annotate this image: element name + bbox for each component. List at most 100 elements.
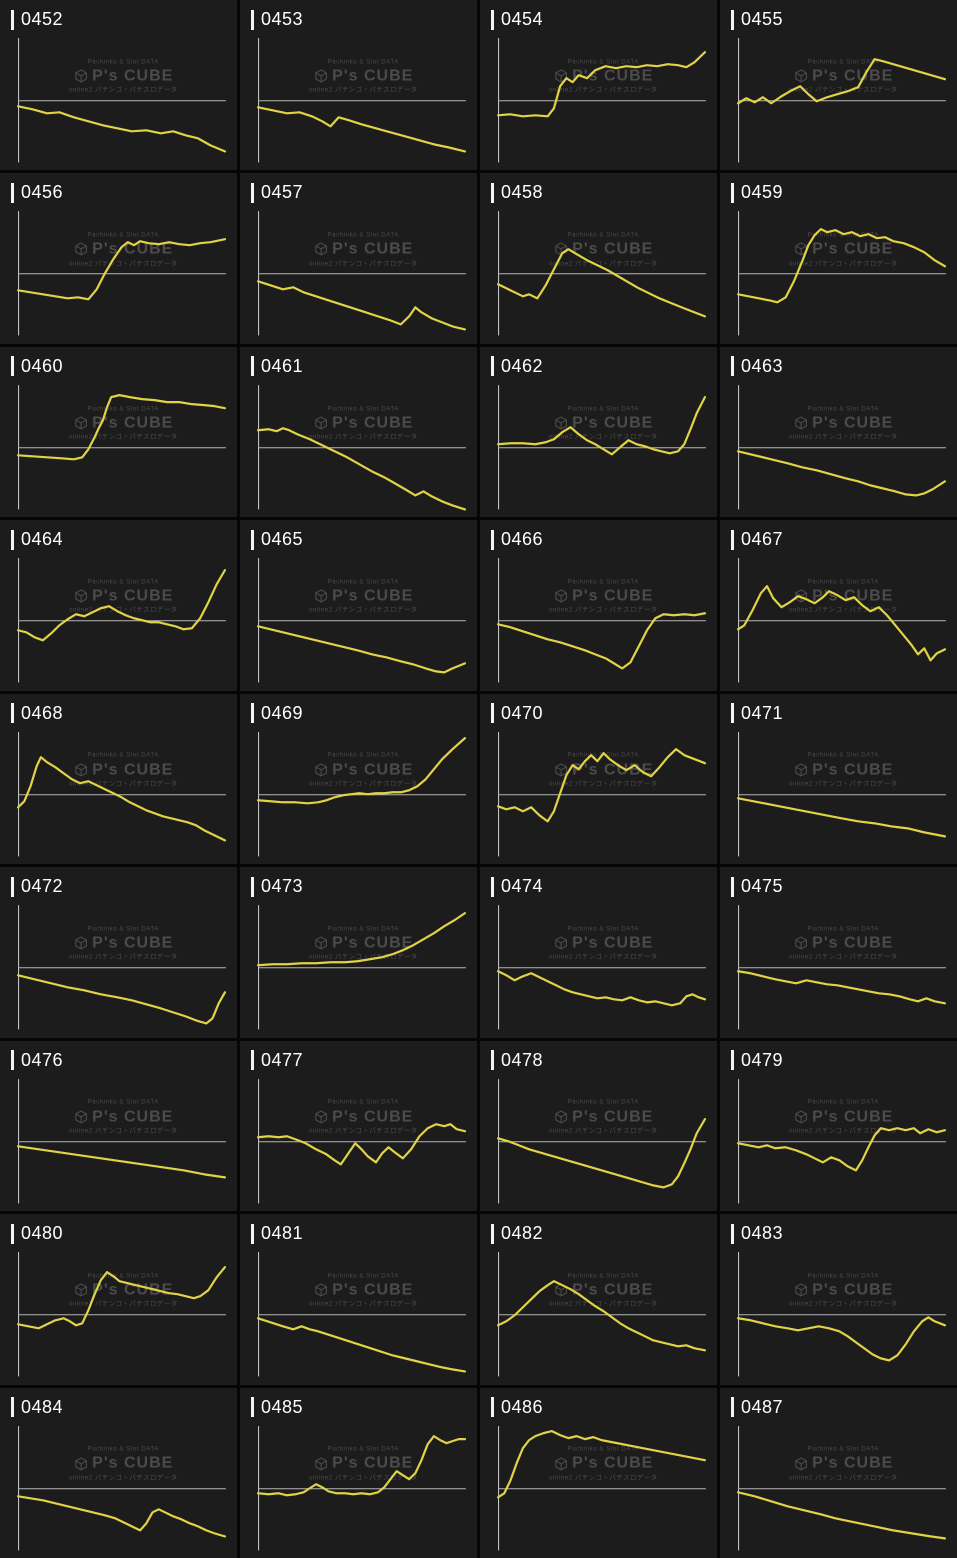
- machine-number-label: 0453: [251, 9, 303, 30]
- watermark-bottom-caption: online2 パチンコ・パチスロデータ: [68, 1127, 178, 1135]
- machine-graph-cell[interactable]: 0453 Pachinko & Slot DATA P's CUBE onlin…: [240, 0, 477, 171]
- label-tick-bar: [251, 1050, 254, 1071]
- machine-number: 0483: [741, 1223, 784, 1244]
- machine-number: 0486: [501, 1396, 544, 1417]
- machine-graph-cell[interactable]: 0464 Pachinko & Slot DATA P's CUBE onlin…: [0, 520, 237, 691]
- ps-cube-logo-icon: [554, 1109, 567, 1124]
- watermark-bottom-caption: online2 パチンコ・パチスロデータ: [68, 1300, 178, 1308]
- machine-graph-cell[interactable]: 0485 Pachinko & Slot DATA P's CUBE onlin…: [240, 1387, 477, 1558]
- machine-graph-cell[interactable]: 0468 Pachinko & Slot DATA P's CUBE onlin…: [0, 693, 237, 865]
- watermark: Pachinko & Slot DATA P's CUBE online2 パチ…: [789, 233, 898, 268]
- watermark-logo-text: P's CUBE: [572, 414, 654, 432]
- ps-cube-logo-icon: [554, 416, 567, 430]
- ps-cube-logo-icon: [794, 763, 807, 777]
- machine-graph-cell[interactable]: 0482 Pachinko & Slot DATA P's CUBE onlin…: [480, 1214, 717, 1385]
- machine-graph-cell[interactable]: 0481 Pachinko & Slot DATA P's CUBE onlin…: [240, 1214, 477, 1385]
- machine-number: 0465: [261, 529, 304, 550]
- machine-graph-cell[interactable]: 0480 Pachinko & Slot DATA P's CUBE onlin…: [0, 1214, 237, 1385]
- sparkline-chart: [16, 1425, 227, 1550]
- trend-line: [256, 1122, 467, 1166]
- ps-cube-logo-icon: [314, 416, 327, 430]
- sparkline-chart: [496, 1252, 707, 1377]
- label-tick-bar: [731, 9, 734, 30]
- trend-line: [496, 747, 707, 823]
- machine-graph-cell[interactable]: 0472 Pachinko & Slot DATA P's CUBE onlin…: [0, 867, 237, 1038]
- ps-cube-logo-icon: [314, 763, 327, 777]
- sparkline-chart: [736, 558, 947, 683]
- machine-graph-cell[interactable]: 0459 Pachinko & Slot DATA P's CUBE onlin…: [720, 173, 957, 344]
- machine-graph-cell[interactable]: 0486 Pachinko & Slot DATA P's CUBE onlin…: [480, 1387, 717, 1558]
- label-tick-bar: [11, 356, 14, 377]
- label-tick-bar: [731, 182, 734, 203]
- watermark-logo-text: P's CUBE: [812, 67, 894, 85]
- machine-graph-cell[interactable]: 0471 Pachinko & Slot DATA P's CUBE onlin…: [720, 693, 957, 865]
- label-tick-bar: [491, 1050, 494, 1071]
- machine-graph-cell[interactable]: 0454 Pachinko & Slot DATA P's CUBE onlin…: [480, 0, 717, 171]
- watermark-top-caption: Pachinko & Slot DATA: [567, 926, 639, 933]
- machine-graph-cell[interactable]: 0465 Pachinko & Slot DATA P's CUBE onlin…: [240, 520, 477, 691]
- watermark-bottom-caption: online2 パチンコ・パチスロデータ: [548, 1474, 658, 1482]
- machine-graph-cell[interactable]: 0475 Pachinko & Slot DATA P's CUBE onlin…: [720, 867, 957, 1038]
- machine-graph-cell[interactable]: 0469 Pachinko & Slot DATA P's CUBE onlin…: [240, 693, 477, 865]
- ps-cube-logo-icon: [794, 936, 807, 950]
- machine-graph-cell[interactable]: 0458 Pachinko & Slot DATA P's CUBE onlin…: [480, 173, 717, 344]
- watermark-logo-row: P's CUBE: [549, 1454, 658, 1473]
- machine-number: 0466: [501, 529, 544, 550]
- machine-graph-cell[interactable]: 0460 Pachinko & Slot DATA P's CUBE onlin…: [0, 346, 237, 518]
- sparkline-chart: [256, 1078, 467, 1204]
- machine-graph-cell[interactable]: 0476 Pachinko & Slot DATA P's CUBE onlin…: [0, 1040, 237, 1212]
- ps-cube-logo-icon: [314, 242, 327, 256]
- machine-graph-cell[interactable]: 0461 Pachinko & Slot DATA P's CUBE onlin…: [240, 346, 477, 518]
- machine-graph-cell[interactable]: 0474 Pachinko & Slot DATA P's CUBE onlin…: [480, 867, 717, 1038]
- watermark-logo-text: P's CUBE: [332, 1281, 414, 1299]
- watermark-logo-text: P's CUBE: [332, 1107, 414, 1125]
- ps-cube-logo-icon: [794, 416, 807, 430]
- watermark-logo-text: P's CUBE: [92, 587, 174, 605]
- machine-graph-cell[interactable]: 0487 Pachinko & Slot DATA P's CUBE onlin…: [720, 1387, 957, 1558]
- watermark-top-caption: Pachinko & Slot DATA: [87, 59, 159, 66]
- machine-graph-cell[interactable]: 0477 Pachinko & Slot DATA P's CUBE onlin…: [240, 1040, 477, 1212]
- machine-graph-cell[interactable]: 0455 Pachinko & Slot DATA P's CUBE onlin…: [720, 0, 957, 171]
- watermark-logo-text: P's CUBE: [332, 67, 414, 85]
- machine-graph-cell[interactable]: 0478 Pachinko & Slot DATA P's CUBE onlin…: [480, 1040, 717, 1212]
- machine-graph-cell[interactable]: 0466 Pachinko & Slot DATA P's CUBE onlin…: [480, 520, 717, 691]
- watermark-logo-text: P's CUBE: [572, 1281, 654, 1299]
- watermark-logo-text: P's CUBE: [812, 934, 894, 952]
- watermark-logo-row: P's CUBE: [69, 934, 178, 953]
- machine-number-label: 0460: [11, 356, 63, 377]
- watermark-bottom-caption: online2 パチンコ・パチスロデータ: [308, 1127, 418, 1135]
- watermark-bottom-caption: online2 パチンコ・パチスロデータ: [308, 606, 418, 614]
- machine-graph-cell[interactable]: 0484 Pachinko & Slot DATA P's CUBE onlin…: [0, 1387, 237, 1558]
- machine-graph-cell[interactable]: 0467 Pachinko & Slot DATA P's CUBE onlin…: [720, 520, 957, 691]
- machine-graph-cell[interactable]: 0456 Pachinko & Slot DATA P's CUBE onlin…: [0, 173, 237, 344]
- label-tick-bar: [251, 703, 254, 724]
- label-tick-bar: [251, 1223, 254, 1244]
- machine-graph-cell[interactable]: 0462 Pachinko & Slot DATA P's CUBE onlin…: [480, 346, 717, 518]
- machine-number-label: 0458: [491, 182, 543, 203]
- watermark-logo-text: P's CUBE: [332, 414, 414, 432]
- machine-graph-cell[interactable]: 0483 Pachinko & Slot DATA P's CUBE onlin…: [720, 1214, 957, 1385]
- watermark-top-caption: Pachinko & Slot DATA: [567, 579, 639, 586]
- label-tick-bar: [731, 356, 734, 377]
- machine-graph-cell[interactable]: 0463 Pachinko & Slot DATA P's CUBE onlin…: [720, 346, 957, 518]
- watermark-top-caption: Pachinko & Slot DATA: [327, 59, 399, 66]
- machine-graph-cell[interactable]: 0457 Pachinko & Slot DATA P's CUBE onlin…: [240, 173, 477, 344]
- trend-line: [256, 280, 467, 331]
- watermark-logo-row: P's CUBE: [549, 1280, 658, 1299]
- trend-line: [496, 395, 707, 456]
- watermark: Pachinko & Slot DATA P's CUBE online2 パチ…: [549, 579, 658, 614]
- trend-line: [736, 970, 947, 1005]
- watermark-top-caption: Pachinko & Slot DATA: [327, 1099, 399, 1106]
- watermark-bottom-caption: online2 パチンコ・パチスロデータ: [548, 953, 658, 961]
- machine-number-label: 0475: [731, 876, 783, 897]
- watermark-logo-text: P's CUBE: [332, 761, 414, 779]
- label-tick-bar: [731, 703, 734, 724]
- machine-graph-cell[interactable]: 0470 Pachinko & Slot DATA P's CUBE onlin…: [480, 693, 717, 865]
- machine-graph-cell[interactable]: 0452 Pachinko & Slot DATA P's CUBE onlin…: [0, 0, 237, 171]
- machine-number-label: 0459: [731, 182, 783, 203]
- machine-number-label: 0476: [11, 1050, 63, 1071]
- machine-graph-cell[interactable]: 0479 Pachinko & Slot DATA P's CUBE onlin…: [720, 1040, 957, 1212]
- machine-number-label: 0484: [11, 1397, 63, 1418]
- machine-graph-cell[interactable]: 0473 Pachinko & Slot DATA P's CUBE onlin…: [240, 867, 477, 1038]
- label-tick-bar: [11, 9, 14, 30]
